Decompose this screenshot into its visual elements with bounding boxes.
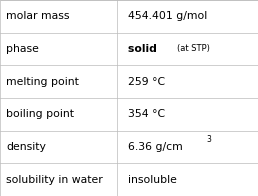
Text: melting point: melting point — [6, 77, 79, 87]
Text: boiling point: boiling point — [6, 109, 75, 119]
Text: phase: phase — [6, 44, 39, 54]
Text: 354 °C: 354 °C — [128, 109, 165, 119]
Text: 259 °C: 259 °C — [128, 77, 165, 87]
Text: 3: 3 — [206, 135, 211, 144]
Text: (at STP): (at STP) — [177, 44, 209, 54]
Text: solid: solid — [128, 44, 164, 54]
Text: molar mass: molar mass — [6, 11, 70, 21]
Text: 6.36 g/cm: 6.36 g/cm — [128, 142, 182, 152]
Text: density: density — [6, 142, 46, 152]
Text: 454.401 g/mol: 454.401 g/mol — [128, 11, 207, 21]
Text: solubility in water: solubility in water — [6, 175, 103, 185]
Text: insoluble: insoluble — [128, 175, 176, 185]
